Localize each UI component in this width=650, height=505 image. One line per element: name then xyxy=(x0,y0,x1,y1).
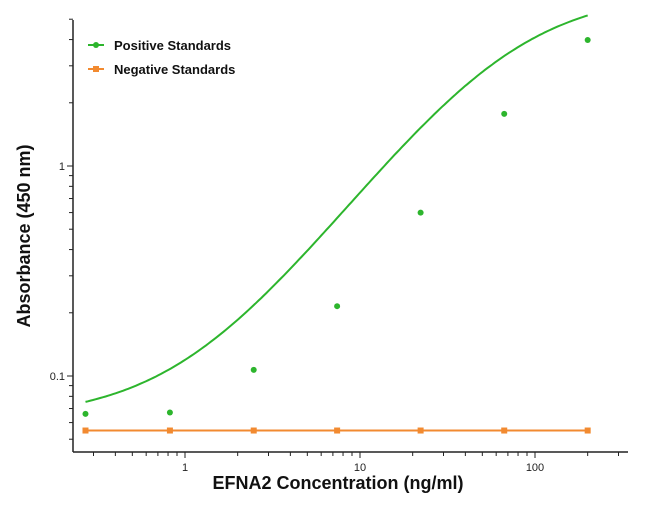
positive-data-point xyxy=(584,37,591,44)
negative-data-point xyxy=(334,427,341,434)
x-tick-label: 10 xyxy=(354,462,366,474)
legend-label: Negative Standards xyxy=(114,62,235,77)
positive-data-point xyxy=(417,209,424,216)
positive-data-point xyxy=(501,110,508,117)
y-tick-label: 1 xyxy=(59,161,65,173)
plot-series xyxy=(82,14,591,434)
positive-data-point xyxy=(166,409,173,416)
positive-data-point xyxy=(82,410,89,417)
axes: 0.1 1 1 10 100 xyxy=(50,18,628,474)
positive-data-point xyxy=(250,366,257,373)
positive-standards-curve xyxy=(85,14,589,403)
y-axis-title: Absorbance (450 nm) xyxy=(14,144,34,327)
negative-data-point xyxy=(417,427,424,434)
x-tick-label: 1 xyxy=(182,462,188,474)
legend-marker-square-icon xyxy=(93,66,99,72)
legend-label: Positive Standards xyxy=(114,38,231,53)
legend-marker-circle-icon xyxy=(93,42,99,48)
y-tick-label: 0.1 xyxy=(50,371,65,383)
negative-data-point xyxy=(584,427,591,434)
x-axis-title: EFNA2 Concentration (ng/ml) xyxy=(213,473,464,493)
negative-data-point xyxy=(501,427,508,434)
negative-data-point xyxy=(250,427,257,434)
positive-data-point xyxy=(334,303,341,310)
negative-data-point xyxy=(82,427,89,434)
x-tick-label: 100 xyxy=(526,462,544,474)
legend: Positive Standards Negative Standards xyxy=(88,38,235,77)
negative-data-point xyxy=(166,427,173,434)
